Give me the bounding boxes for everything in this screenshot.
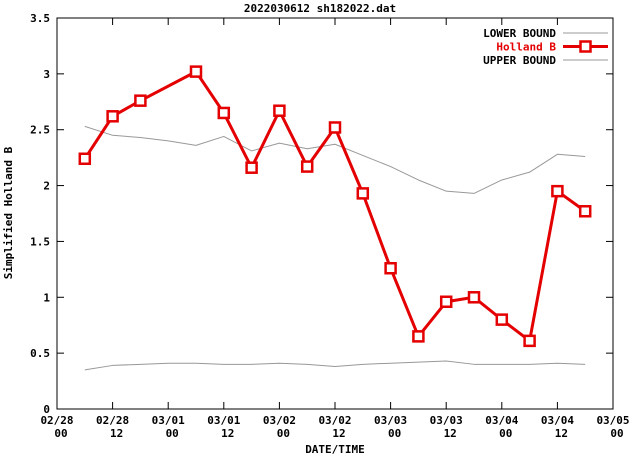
x-tick-label: 00 [166, 427, 179, 440]
x-tick-label: 03/05 [596, 414, 629, 427]
x-tick-label: 03/04 [541, 414, 574, 427]
data-point-marker-icon [467, 291, 481, 304]
x-tick-label: 00 [277, 427, 290, 440]
data-point-marker-icon [217, 106, 231, 120]
legend-label: Holland B [496, 41, 556, 54]
x-tick-label: 00 [610, 427, 623, 440]
y-axis-label: Simplified Holland B [2, 146, 15, 279]
data-point-marker-icon [551, 184, 564, 198]
x-tick-label: 00 [499, 427, 512, 440]
plot-area: 00.511.522.533.502/280002/281203/010003/… [30, 12, 629, 440]
x-tick-label: 02/28 [96, 414, 129, 427]
legend-marker-icon [579, 40, 592, 53]
data-point-marker-icon [189, 65, 203, 78]
y-tick-label: 0.5 [30, 347, 50, 360]
data-point-marker-icon [134, 94, 147, 107]
x-axis-label: DATE/TIME [305, 443, 365, 456]
x-tick-label: 03/01 [207, 414, 240, 427]
x-tick-label: 12 [332, 427, 345, 440]
x-tick-label: 03/02 [263, 414, 296, 427]
data-point-marker-icon [439, 295, 453, 309]
y-tick-label: 3.5 [30, 12, 50, 25]
y-tick-label: 0 [43, 403, 50, 416]
x-tick-label: 03/01 [152, 414, 185, 427]
y-tick-label: 3 [43, 68, 50, 81]
chart-title: 2022030612 sh182022.dat [244, 2, 396, 15]
y-tick-label: 2.5 [30, 124, 50, 137]
x-tick-label: 00 [388, 427, 401, 440]
y-tick-label: 1.5 [30, 235, 50, 248]
series-holland-b [83, 70, 587, 343]
data-point-marker-icon [78, 152, 92, 166]
data-point-marker-icon [300, 160, 314, 173]
x-tick-label: 12 [110, 427, 123, 440]
x-tick-label: 03/03 [374, 414, 407, 427]
legend-label: UPPER BOUND [483, 54, 556, 67]
y-tick-label: 1 [43, 291, 50, 304]
y-tick-label: 2 [43, 180, 50, 193]
series-upper-bound [84, 125, 586, 194]
x-tick-label: 03/02 [318, 414, 351, 427]
data-point-marker-icon [495, 313, 509, 326]
x-tick-label: 03/04 [485, 414, 518, 427]
data-point-marker-icon [578, 205, 592, 218]
legend-label: LOWER BOUND [483, 27, 556, 40]
x-tick-label: 12 [444, 427, 457, 440]
data-point-marker-icon [273, 104, 286, 117]
data-point-marker-icon [106, 110, 119, 123]
x-tick-label: 12 [555, 427, 568, 440]
data-point-marker-icon [328, 121, 342, 134]
x-tick-label: 00 [54, 427, 67, 440]
data-point-marker-icon [356, 187, 370, 200]
data-point-marker-icon [523, 334, 536, 348]
x-tick-label: 02/28 [40, 414, 73, 427]
data-point-marker-icon [384, 261, 397, 275]
series-lower-bound [84, 360, 586, 371]
x-tick-label: 03/03 [430, 414, 463, 427]
data-point-marker-icon [245, 161, 258, 174]
data-point-marker-icon [412, 330, 425, 343]
x-tick-label: 12 [221, 427, 234, 440]
plot-border [56, 17, 614, 410]
